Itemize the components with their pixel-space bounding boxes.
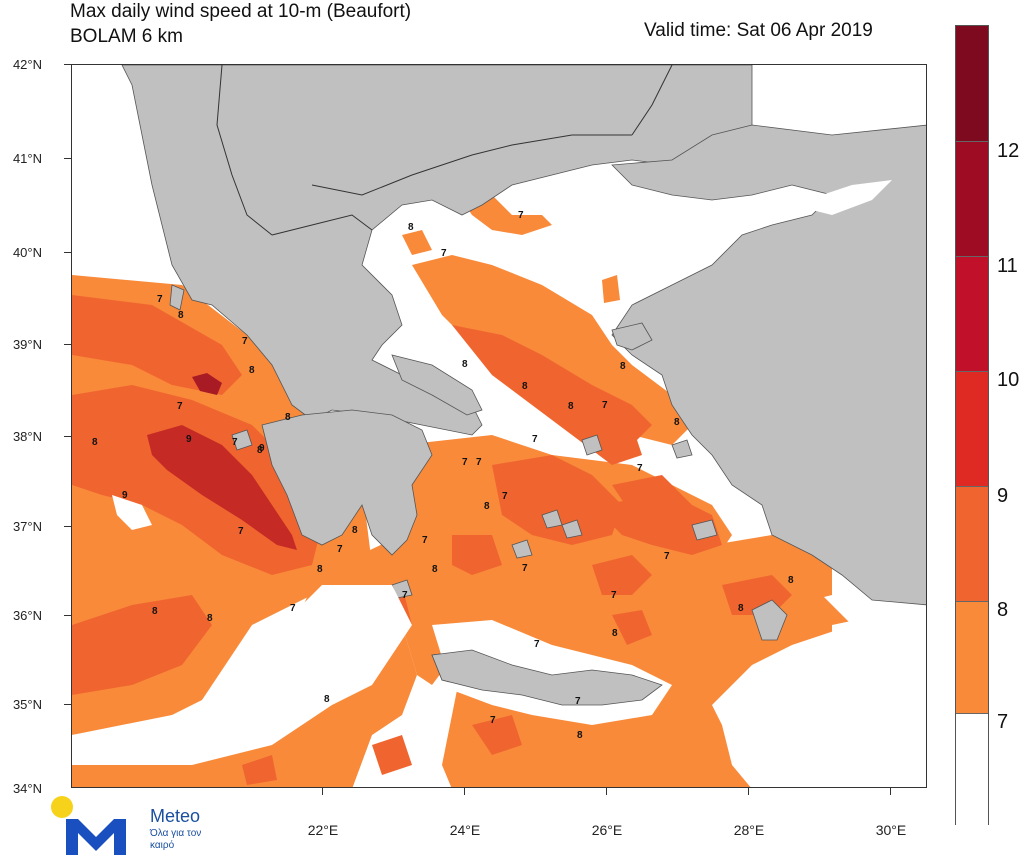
wind-value-label: 8 [612,628,618,639]
colorbar-label: 8 [997,599,1009,621]
wind-value-label: 8 [568,401,574,412]
colorbar-bin [956,26,988,141]
m-icon [66,819,126,855]
wind-value-label: 7 [490,715,496,726]
bft10-area [192,373,222,395]
colorbar-label: 9 [997,485,1009,507]
colorbar-label: 7 [997,711,1009,733]
wind-value-label: 8 [257,445,263,456]
wind-value-label: 7 [422,535,428,546]
colorbar [955,25,989,826]
lat-label: 42°N [12,57,42,72]
wind-value-label: 7 [502,491,508,502]
wind-value-label: 7 [238,526,244,537]
wind-value-label: 7 [177,401,183,412]
wind-value-label: 7 [157,294,163,305]
wind-value-label: 8 [207,613,213,624]
brand-name: Meteo [150,806,201,826]
lon-label: 22°E [307,822,339,838]
wind-value-label: 9 [122,490,128,501]
brand-slogan: Όλα για τον καιρό [150,828,202,851]
wind-value-label: 8 [285,412,291,423]
sun-icon [51,796,73,818]
colorbar-bin [956,601,988,713]
wind-value-label: 8 [178,310,184,321]
lat-label: 37°N [12,519,42,534]
wind-value-label: 8 [352,525,358,536]
wind-value-label: 8 [249,365,255,376]
colorbar-label: 12 [997,140,1020,162]
wind-value-label: 8 [408,222,414,233]
wind-value-label: 8 [432,564,438,575]
wind-value-label: 7 [532,434,538,445]
wind-value-label: 8 [324,694,330,705]
lat-label: 38°N [12,429,42,444]
lat-label: 39°N [12,337,42,352]
wind-value-label: 7 [441,248,447,259]
valid-time: Valid time: Sat 06 Apr 2019 [644,20,873,41]
wind-value-label: 7 [611,590,617,601]
lat-label: 41°N [12,151,42,166]
bft9-area [147,425,297,550]
wind-value-label: 7 [337,544,343,555]
wind-value-label: 7 [518,210,524,221]
wind-value-label: 7 [534,639,540,650]
wind-value-label: 7 [637,463,643,474]
colorbar-bin [956,256,988,371]
lat-label: 34°N [12,781,42,796]
lon-label: 28°E [733,822,765,838]
wind-value-label: 7 [290,603,296,614]
lon-label: 26°E [591,822,623,838]
map-title: Max daily wind speed at 10-m (Beaufort) [70,1,412,22]
wind-value-label: 8 [462,359,468,370]
wind-value-label: 8 [620,361,626,372]
wind-value-label: 7 [462,457,468,468]
colorbar-bin [956,713,988,826]
colorbar-label: 11 [997,255,1018,277]
lat-label: 40°N [12,245,42,260]
meteo-logo [48,795,188,860]
wind-value-label: 7 [476,457,482,468]
wind-value-label: 9 [186,434,192,445]
wind-value-label: 7 [402,590,408,601]
colorbar-bin [956,141,988,256]
colorbar-bin [956,486,988,601]
wind-value-label: 7 [522,563,528,574]
lat-label: 36°N [12,608,42,623]
wind-value-label: 8 [484,501,490,512]
wind-value-label: 8 [674,417,680,428]
wind-value-label: 9 [259,443,265,454]
wind-value-label: 7 [575,696,581,707]
wind-value-label: 7 [232,437,238,448]
model-label: BOLAM 6 km [70,26,183,47]
wind-value-label: 8 [788,575,794,586]
wind-value-label: 8 [152,606,158,617]
wind-value-label: 8 [522,381,528,392]
lat-label: 35°N [12,697,42,712]
wind-value-label: 8 [317,564,323,575]
wind-value-label: 7 [664,551,670,562]
colorbar-bin [956,371,988,486]
lon-label: 30°E [875,822,907,838]
colorbar-label: 10 [997,369,1020,391]
wind-value-label: 8 [92,437,98,448]
wind-value-label: 8 [577,730,583,741]
borders [216,65,673,236]
wind-value-label: 7 [242,336,248,347]
wind-value-label: 7 [602,400,608,411]
lon-label: 24°E [449,822,481,838]
wind-value-label: 8 [738,603,744,614]
